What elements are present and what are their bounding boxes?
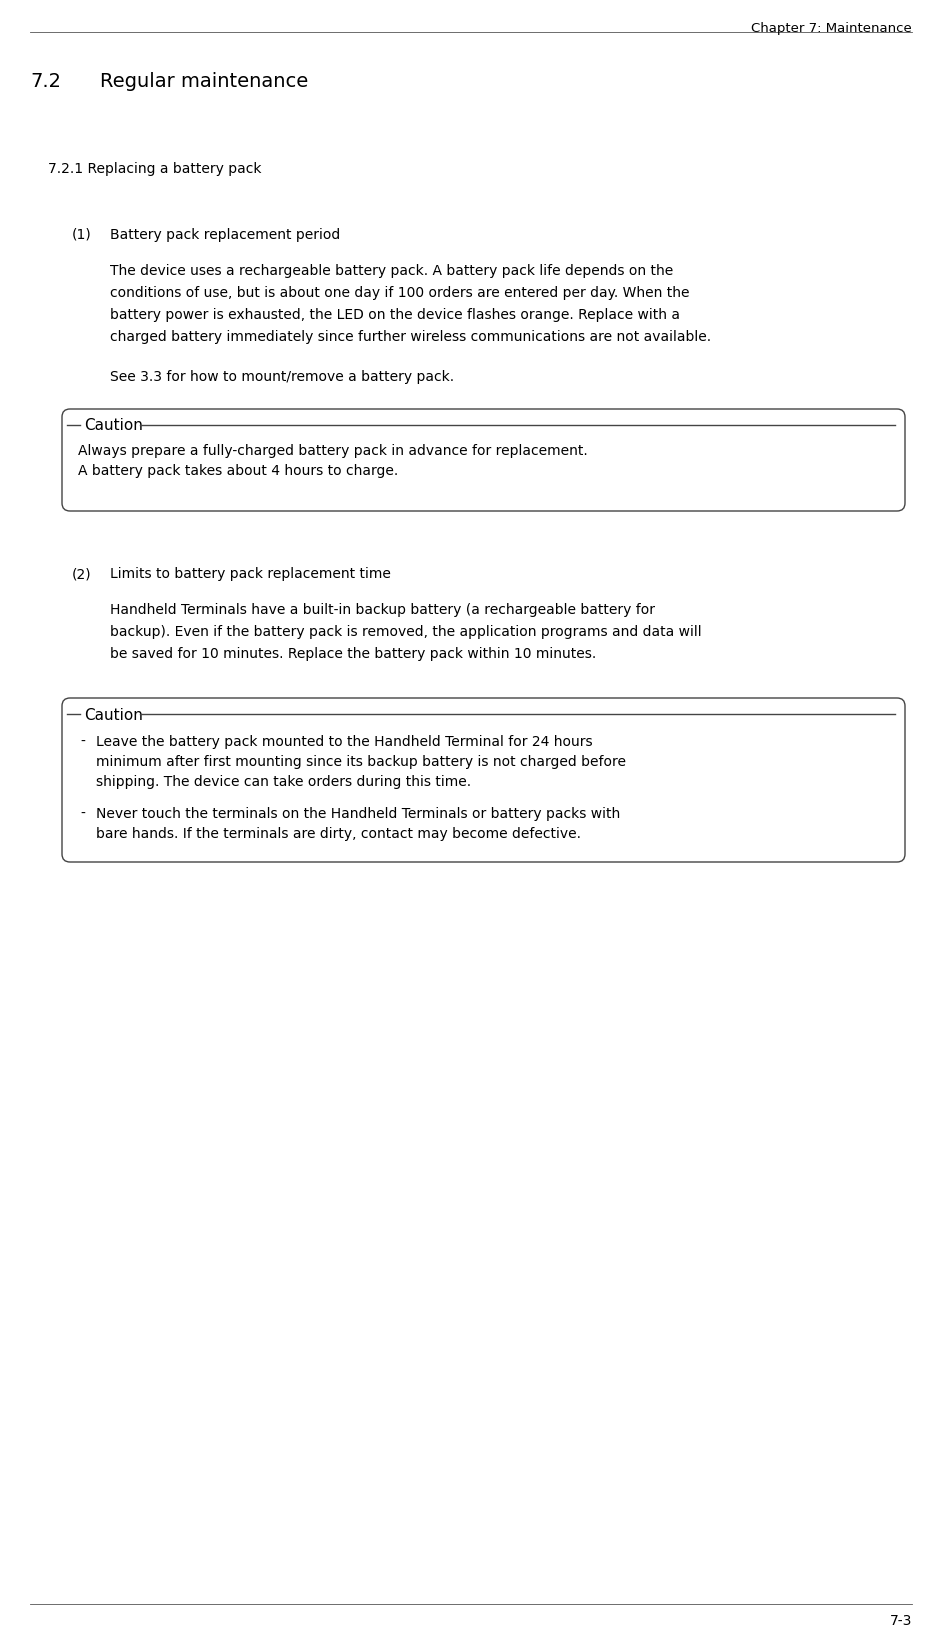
- Text: -: -: [80, 807, 85, 820]
- Text: -: -: [80, 735, 85, 748]
- Text: Never touch the terminals on the Handheld Terminals or battery packs with: Never touch the terminals on the Handhel…: [96, 807, 620, 820]
- Text: Limits to battery pack replacement time: Limits to battery pack replacement time: [110, 567, 391, 580]
- Text: Handheld Terminals have a built-in backup battery (a rechargeable battery for: Handheld Terminals have a built-in backu…: [110, 603, 655, 616]
- Text: conditions of use, but is about one day if 100 orders are entered per day. When : conditions of use, but is about one day …: [110, 285, 689, 300]
- Text: shipping. The device can take orders during this time.: shipping. The device can take orders dur…: [96, 774, 471, 789]
- Text: See 3.3 for how to mount/remove a battery pack.: See 3.3 for how to mount/remove a batter…: [110, 370, 454, 383]
- Text: Caution: Caution: [84, 707, 143, 722]
- Text: battery power is exhausted, the LED on the device flashes orange. Replace with a: battery power is exhausted, the LED on t…: [110, 308, 680, 321]
- FancyBboxPatch shape: [62, 409, 905, 512]
- Text: Leave the battery pack mounted to the Handheld Terminal for 24 hours: Leave the battery pack mounted to the Ha…: [96, 735, 593, 748]
- Text: (2): (2): [72, 567, 92, 580]
- Text: 7.2.1 Replacing a battery pack: 7.2.1 Replacing a battery pack: [48, 161, 261, 176]
- Text: charged battery immediately since further wireless communications are not availa: charged battery immediately since furthe…: [110, 329, 711, 344]
- Text: bare hands. If the terminals are dirty, contact may become defective.: bare hands. If the terminals are dirty, …: [96, 826, 581, 841]
- Text: minimum after first mounting since its backup battery is not charged before: minimum after first mounting since its b…: [96, 755, 626, 768]
- Text: Battery pack replacement period: Battery pack replacement period: [110, 228, 340, 241]
- Text: Caution: Caution: [84, 419, 143, 434]
- Text: (1): (1): [72, 228, 92, 241]
- Text: 7.2: 7.2: [30, 72, 61, 91]
- Text: backup). Even if the battery pack is removed, the application programs and data : backup). Even if the battery pack is rem…: [110, 624, 701, 639]
- Text: Chapter 7: Maintenance: Chapter 7: Maintenance: [751, 21, 912, 34]
- Text: 7-3: 7-3: [889, 1614, 912, 1627]
- Text: Always prepare a fully-charged battery pack in advance for replacement.: Always prepare a fully-charged battery p…: [78, 443, 588, 458]
- Text: be saved for 10 minutes. Replace the battery pack within 10 minutes.: be saved for 10 minutes. Replace the bat…: [110, 647, 597, 660]
- Text: Regular maintenance: Regular maintenance: [100, 72, 309, 91]
- Text: The device uses a rechargeable battery pack. A battery pack life depends on the: The device uses a rechargeable battery p…: [110, 264, 673, 277]
- Text: A battery pack takes about 4 hours to charge.: A battery pack takes about 4 hours to ch…: [78, 463, 398, 478]
- FancyBboxPatch shape: [62, 699, 905, 862]
